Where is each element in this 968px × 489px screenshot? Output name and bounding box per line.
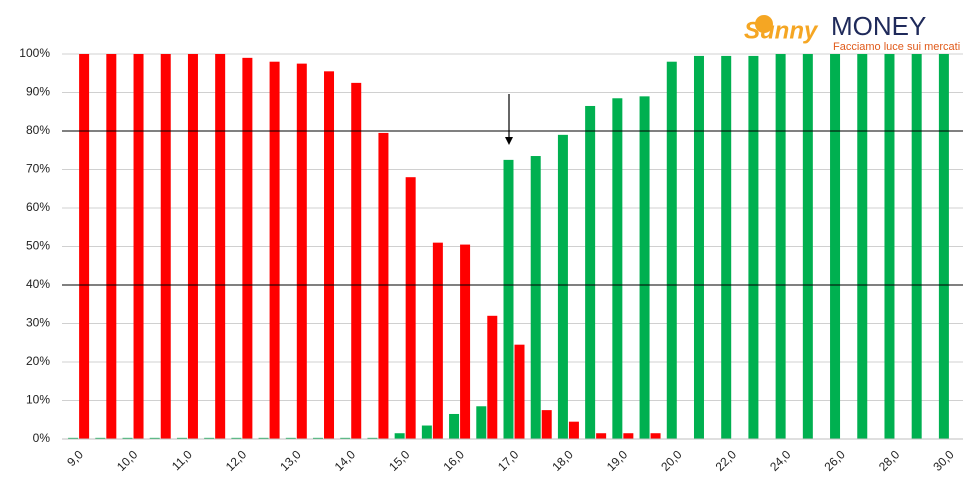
bar: [378, 132, 389, 440]
bar: [122, 437, 133, 439]
bar: [639, 96, 650, 439]
bar: [133, 54, 144, 439]
bar: [432, 242, 443, 439]
bar: [530, 156, 541, 439]
bar: [231, 437, 242, 439]
bar: [612, 98, 623, 440]
bar: [911, 54, 922, 439]
bar: [79, 54, 90, 439]
x-tick-label: 10,0: [114, 447, 141, 474]
x-tick-label: 26,0: [821, 447, 848, 474]
bar: [242, 57, 253, 439]
x-tick-label: 16,0: [441, 447, 468, 474]
x-tick-label: 11,0: [169, 447, 195, 473]
y-tick-label: 60%: [26, 200, 50, 214]
bar: [340, 437, 351, 439]
x-tick-label: 30,0: [930, 447, 957, 474]
bar: [405, 177, 416, 439]
bar: [557, 134, 568, 439]
x-tick-label: 15,0: [386, 447, 413, 474]
bar: [775, 54, 786, 439]
bar: [666, 61, 677, 439]
x-tick-label: 13,0: [277, 447, 304, 474]
y-tick-label: 30%: [26, 316, 50, 330]
x-tick-label: 22,0: [713, 447, 740, 474]
x-tick-label: 9,0: [64, 447, 86, 469]
bar: [95, 437, 106, 439]
y-tick-label: 10%: [26, 393, 50, 407]
bar: [149, 437, 160, 439]
bar: [884, 54, 895, 439]
bar: [830, 54, 841, 439]
bar: [394, 433, 405, 439]
bar: [596, 433, 607, 439]
bar: [351, 82, 362, 439]
bar: [215, 54, 226, 439]
y-tick-label: 70%: [26, 162, 50, 176]
x-tick-label: 12,0: [223, 447, 250, 474]
bar: [367, 437, 378, 439]
bar: [721, 55, 732, 440]
x-tick-label: 28,0: [876, 447, 903, 474]
bar: [204, 437, 215, 439]
bar: [748, 55, 759, 440]
x-tick-label: 19,0: [604, 447, 631, 474]
y-tick-label: 20%: [26, 354, 50, 368]
x-tick-label: 20,0: [658, 447, 685, 474]
y-tick-label: 80%: [26, 123, 50, 137]
y-tick-label: 40%: [26, 277, 50, 291]
logo-sun: [755, 15, 773, 33]
bar: [187, 54, 198, 439]
bar: [285, 437, 296, 439]
bar: [514, 344, 525, 439]
bar: [421, 425, 432, 439]
bar: [324, 71, 335, 439]
bar: [269, 61, 280, 439]
bar: [160, 54, 171, 439]
arrow-head: [505, 137, 513, 145]
y-tick-label: 100%: [19, 46, 50, 60]
x-tick-label: 24,0: [767, 447, 794, 474]
bar: [693, 55, 704, 440]
bar: [258, 437, 269, 439]
bar: [857, 54, 868, 439]
bar: [623, 433, 634, 439]
bar: [568, 421, 579, 439]
bar: [68, 437, 79, 439]
x-tick-label: 17,0: [495, 447, 522, 474]
bar: [802, 54, 813, 439]
bar: [585, 105, 596, 439]
bar: [650, 433, 661, 439]
bar: [460, 244, 471, 439]
logo: Sunny MONEY Facciamo luce sui mercati: [744, 11, 960, 53]
bar: [476, 406, 487, 439]
bar: [449, 413, 460, 439]
bar: [487, 315, 498, 439]
bar: [176, 437, 187, 439]
x-tick-label: 18,0: [549, 447, 576, 474]
logo-brand-a: Sunny: [744, 17, 819, 44]
logo-brand-b: MONEY: [831, 11, 926, 41]
bar: [313, 437, 324, 439]
logo-tagline: Facciamo luce sui mercati: [833, 41, 960, 53]
bar: [296, 63, 307, 439]
bar: [938, 54, 949, 439]
bar: [503, 159, 514, 439]
bar: [106, 54, 117, 439]
y-tick-label: 0%: [33, 431, 51, 445]
y-tick-label: 90%: [26, 85, 50, 99]
y-tick-label: 50%: [26, 239, 50, 253]
bar: [541, 410, 552, 439]
x-tick-label: 14,0: [332, 447, 359, 474]
